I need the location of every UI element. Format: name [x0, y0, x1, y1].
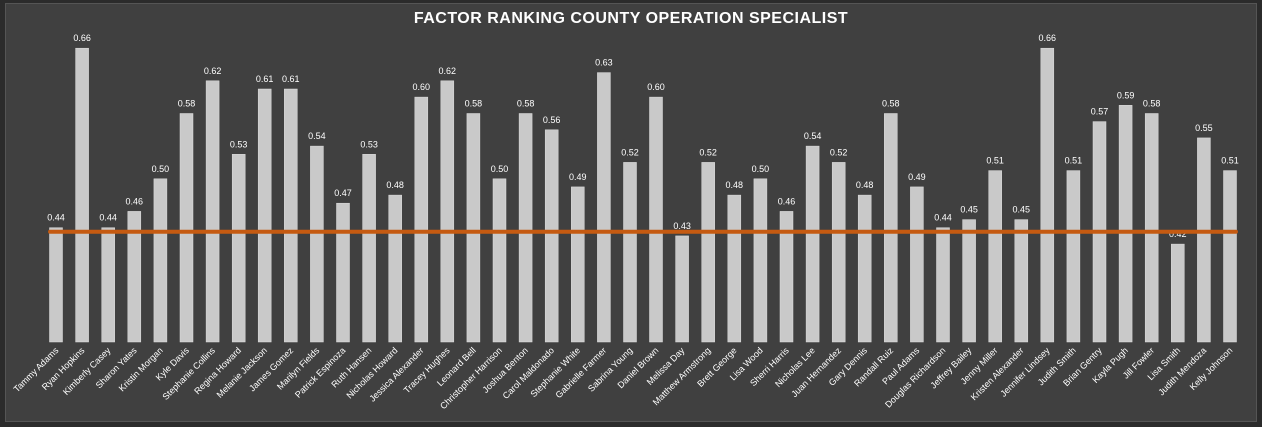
- data-label: 0.58: [465, 99, 483, 109]
- data-label: 0.52: [830, 147, 848, 157]
- bar: [1014, 219, 1029, 343]
- bar: [75, 47, 89, 343]
- data-label: 0.53: [360, 139, 378, 149]
- data-label: 0.62: [204, 66, 222, 76]
- bar: [388, 194, 402, 343]
- data-label: 0.66: [1039, 33, 1057, 43]
- bar: [701, 162, 715, 343]
- bar: [571, 186, 585, 343]
- bar: [466, 113, 481, 343]
- data-label: 0.56: [543, 115, 561, 125]
- bar: [440, 80, 455, 343]
- bar: [988, 170, 1002, 343]
- bar: [310, 145, 324, 343]
- bar: [1118, 105, 1133, 343]
- data-label: 0.49: [569, 172, 587, 182]
- data-label: 0.58: [178, 99, 196, 109]
- bar: [1066, 170, 1081, 343]
- data-label: 0.44: [47, 213, 65, 223]
- data-label: 0.51: [1221, 156, 1239, 166]
- bar: [1223, 170, 1237, 343]
- bar: [623, 162, 637, 343]
- data-label: 0.55: [1195, 123, 1213, 133]
- bar: [962, 219, 976, 343]
- bar: [805, 145, 820, 343]
- bar: [127, 211, 142, 343]
- data-label: 0.44: [934, 213, 952, 223]
- bar: [779, 211, 794, 343]
- data-label: 0.50: [491, 164, 509, 174]
- data-label: 0.47: [334, 188, 352, 198]
- bar: [414, 96, 429, 343]
- data-label: 0.58: [1143, 99, 1161, 109]
- data-label: 0.58: [882, 99, 900, 109]
- data-label: 0.45: [1013, 205, 1031, 215]
- bar: [884, 113, 898, 343]
- data-label: 0.66: [73, 33, 91, 43]
- bar: [101, 227, 115, 343]
- bar: [49, 227, 63, 343]
- bar: [753, 178, 768, 343]
- data-label: 0.60: [647, 82, 665, 92]
- data-label: 0.48: [856, 180, 874, 190]
- data-label: 0.51: [986, 156, 1004, 166]
- bar: [544, 129, 559, 343]
- data-label: 0.60: [413, 82, 431, 92]
- data-label: 0.61: [256, 74, 274, 84]
- data-label: 0.48: [386, 180, 404, 190]
- data-label: 0.46: [778, 196, 796, 206]
- bar: [649, 96, 663, 343]
- data-label: 0.53: [230, 139, 248, 149]
- bar: [492, 178, 507, 343]
- bar: [205, 80, 220, 343]
- bar: [179, 113, 194, 343]
- bar: [1144, 113, 1159, 343]
- bar: [284, 88, 298, 343]
- data-label: 0.58: [517, 99, 535, 109]
- category-label: Joshua Benton: [480, 345, 530, 395]
- data-label: 0.46: [126, 196, 144, 206]
- data-label: 0.50: [752, 164, 770, 174]
- bar: [518, 113, 533, 343]
- data-label: 0.59: [1117, 90, 1135, 100]
- data-label: 0.62: [439, 66, 457, 76]
- data-label: 0.43: [673, 221, 691, 231]
- data-label: 0.45: [960, 205, 978, 215]
- data-label: 0.44: [99, 213, 117, 223]
- data-label: 0.57: [1091, 107, 1109, 117]
- category-label: Tracey Hughes: [402, 345, 452, 395]
- bar: [231, 154, 246, 343]
- category-label: Tammy Adams: [12, 345, 61, 394]
- data-label: 0.49: [908, 172, 926, 182]
- bar: [1171, 243, 1185, 343]
- data-label: 0.48: [726, 180, 744, 190]
- data-label: 0.50: [152, 164, 170, 174]
- data-label: 0.52: [621, 147, 639, 157]
- data-label: 0.61: [282, 74, 300, 84]
- bar: [1197, 137, 1211, 343]
- data-label: 0.42: [1169, 229, 1187, 239]
- chart-title: FACTOR RANKING COUNTY OPERATION SPECIALI…: [413, 10, 849, 27]
- data-label: 0.63: [595, 58, 613, 68]
- bar: [597, 72, 611, 343]
- bar: [857, 194, 872, 343]
- data-label: 0.52: [699, 147, 717, 157]
- bar: [936, 227, 950, 343]
- data-label: 0.54: [308, 131, 326, 141]
- bar: [336, 202, 350, 343]
- bar: [831, 162, 846, 343]
- bar: [362, 154, 376, 343]
- bar: [257, 88, 272, 343]
- bar: [675, 235, 689, 343]
- bar: [727, 194, 742, 343]
- bar: [153, 178, 168, 343]
- data-label: 0.54: [804, 131, 822, 141]
- data-label: 0.51: [1065, 156, 1083, 166]
- bar: [910, 186, 924, 343]
- bar: [1040, 47, 1055, 343]
